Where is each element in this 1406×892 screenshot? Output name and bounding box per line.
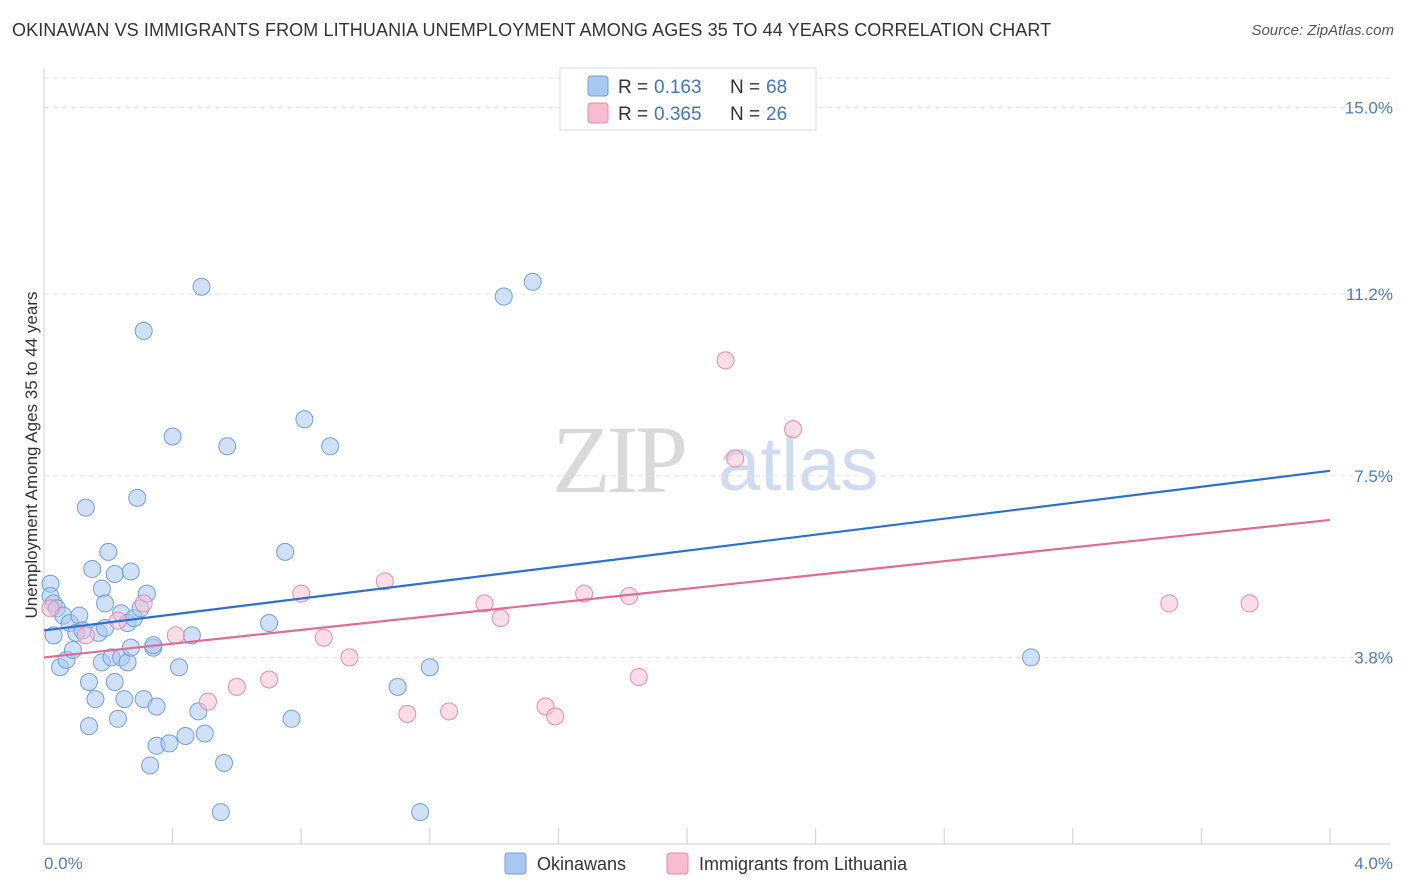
okinawans-point[interactable]: [211, 803, 230, 822]
lithuania-point[interactable]: [629, 668, 648, 687]
okinawans-point[interactable]: [134, 321, 153, 340]
x-tick-marks: [43, 828, 1331, 844]
lithuania-point[interactable]: [440, 702, 459, 721]
okinawans-point[interactable]: [147, 697, 166, 716]
okinawans-point[interactable]: [76, 498, 95, 517]
lithuania-point[interactable]: [198, 692, 217, 711]
okinawans-point[interactable]: [388, 677, 407, 696]
okinawans-point[interactable]: [195, 724, 214, 743]
lithuania-point[interactable]: [398, 704, 417, 723]
okinawans-point[interactable]: [105, 564, 124, 583]
okinawans-point[interactable]: [170, 658, 189, 677]
lithuania-point[interactable]: [716, 351, 735, 370]
lithuania-point[interactable]: [784, 420, 803, 439]
source-credit[interactable]: Source: ZipAtlas.com: [1251, 22, 1394, 39]
okinawans-point[interactable]: [494, 287, 513, 306]
lithuania-point[interactable]: [375, 572, 394, 591]
okinawans-point[interactable]: [420, 658, 439, 677]
okinawans-trend-line: [43, 469, 1331, 632]
lithuania-point[interactable]: [260, 670, 279, 689]
okinawans-point[interactable]: [86, 690, 105, 709]
series-legend-swatch-lithuania[interactable]: [666, 852, 689, 875]
okinawans-point[interactable]: [321, 437, 340, 456]
lithuania-point[interactable]: [475, 594, 494, 613]
legend-n-value-1: 68: [766, 77, 787, 98]
lithuania-point[interactable]: [575, 584, 594, 603]
y-tick-label: 7.5%: [1354, 467, 1393, 486]
okinawans-point[interactable]: [96, 594, 115, 613]
okinawans-point[interactable]: [218, 437, 237, 456]
okinawans-point[interactable]: [118, 653, 137, 672]
lithuania-trend-line: [43, 518, 1331, 659]
lithuania-point[interactable]: [1240, 594, 1259, 613]
okinawans-point[interactable]: [260, 614, 279, 633]
lithuania-points: [41, 351, 1259, 726]
y-axis-label: Unemployment Among Ages 35 to 44 years: [22, 292, 41, 619]
okinawans-point[interactable]: [282, 709, 301, 728]
y-tick-label: 15.0%: [1345, 99, 1393, 118]
lithuania-point[interactable]: [491, 609, 510, 628]
legend-r-value-1: 0.163: [654, 77, 702, 98]
okinawans-point[interactable]: [128, 488, 147, 507]
okinawans-point[interactable]: [163, 427, 182, 446]
x-tick-label-min: 0.0%: [44, 854, 83, 873]
okinawans-point[interactable]: [295, 410, 314, 429]
series-legend-swatch-okinawans[interactable]: [504, 852, 527, 875]
okinawans-point[interactable]: [141, 756, 160, 775]
okinawans-point[interactable]: [192, 277, 211, 296]
lithuania-point[interactable]: [76, 626, 95, 645]
lithuania-point[interactable]: [340, 648, 359, 667]
lithuania-point[interactable]: [726, 449, 745, 468]
okinawans-point[interactable]: [105, 672, 124, 691]
okinawans-points: [41, 272, 1041, 822]
lithuania-point[interactable]: [546, 707, 565, 726]
stats-legend: R = 0.163 N = 68 R = 0.365 N = 26: [559, 67, 817, 131]
okinawans-point[interactable]: [80, 717, 99, 736]
lithuania-point[interactable]: [314, 628, 333, 647]
okinawans-point[interactable]: [83, 560, 102, 579]
okinawans-point[interactable]: [115, 690, 134, 709]
y-tick-label: 11.2%: [1346, 285, 1393, 304]
series-legend-label-okinawans[interactable]: Okinawans: [537, 854, 626, 874]
lithuania-point[interactable]: [41, 599, 60, 618]
okinawans-point[interactable]: [92, 579, 111, 598]
okinawans-point[interactable]: [80, 672, 99, 691]
legend-swatch-lithuania: [587, 102, 609, 124]
okinawans-point[interactable]: [215, 753, 234, 772]
okinawans-point[interactable]: [108, 709, 127, 728]
legend-r-label-2: R =: [618, 104, 648, 125]
legend-swatch-okinawans: [587, 75, 609, 97]
series-legend: Okinawans Immigrants from Lithuania: [504, 852, 908, 875]
legend-n-label-1: N =: [730, 77, 760, 98]
okinawans-point[interactable]: [99, 542, 118, 561]
lithuania-point[interactable]: [166, 626, 185, 645]
okinawans-point[interactable]: [1022, 648, 1041, 667]
watermark-zip: ZIP: [552, 406, 685, 513]
y-tick-labels: 3.8% 7.5% 11.2% 15.0%: [1345, 99, 1393, 668]
legend-r-value-2: 0.365: [654, 104, 702, 125]
okinawans-point[interactable]: [276, 542, 295, 561]
okinawans-point[interactable]: [160, 734, 179, 753]
okinawans-point[interactable]: [121, 562, 140, 581]
okinawans-point[interactable]: [176, 726, 195, 745]
lithuania-point[interactable]: [227, 677, 246, 696]
x-tick-label-max: 4.0%: [1354, 854, 1393, 873]
legend-n-value-2: 26: [766, 104, 787, 125]
okinawans-point[interactable]: [44, 626, 63, 645]
okinawans-point[interactable]: [70, 606, 89, 625]
okinawans-point[interactable]: [411, 803, 430, 822]
series-legend-label-lithuania[interactable]: Immigrants from Lithuania: [699, 854, 908, 874]
y-tick-label: 3.8%: [1354, 648, 1393, 667]
chart-title: OKINAWAN VS IMMIGRANTS FROM LITHUANIA UN…: [12, 20, 1052, 40]
gridlines: [44, 77, 1390, 658]
lithuania-point[interactable]: [134, 594, 153, 613]
lithuania-point[interactable]: [1160, 594, 1179, 613]
legend-n-label-2: N =: [730, 104, 760, 125]
legend-r-label-1: R =: [618, 77, 648, 98]
okinawans-point[interactable]: [523, 272, 542, 291]
